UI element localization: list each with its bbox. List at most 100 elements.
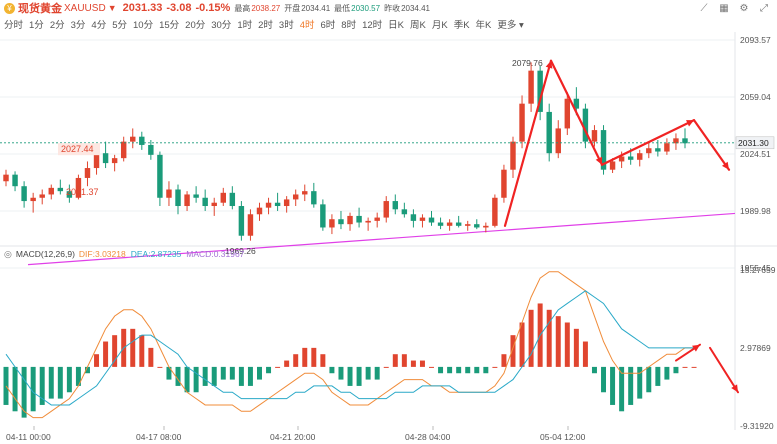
period-tab[interactable]: 更多 ▾ — [497, 20, 524, 31]
macd-axis-tick: 15.27659 — [740, 265, 776, 275]
candle-body — [39, 194, 45, 198]
macd-label: MACD(12,26,9) — [15, 249, 75, 259]
candle-body — [175, 189, 181, 207]
candle-body — [537, 70, 543, 112]
symbol-name[interactable]: 现货黄金 — [18, 3, 62, 15]
macd-histogram-bar — [139, 335, 145, 367]
macd-histogram-bar — [546, 309, 552, 367]
macd-histogram-bar — [266, 366, 272, 374]
dif-value: 3.03218 — [94, 249, 126, 259]
macd-histogram-bar — [456, 366, 462, 374]
candle-body — [193, 194, 199, 198]
candle-body — [546, 111, 552, 154]
candle-body — [48, 187, 54, 195]
symbol-title-row: ¥ 现货黄金 XAUUSD ▼ 2031.33 -3.08 -0.15% 最高 … — [4, 1, 434, 15]
low-value: 2030.57 — [351, 3, 381, 13]
projection-arrow-segment — [600, 119, 696, 166]
candle-body — [474, 224, 480, 228]
macd-histogram-bar — [564, 322, 570, 367]
period-tab[interactable]: 日K — [388, 20, 405, 31]
macd-histogram-bar — [401, 354, 407, 367]
symbol-code[interactable]: XAUUSD — [64, 2, 106, 14]
price-axis-tick: 2024.51 — [740, 149, 771, 159]
x-axis-tick-label: 04-28 04:00 — [405, 432, 451, 442]
grid-icon[interactable]: ▦ — [719, 2, 729, 14]
period-tab[interactable]: 5分 — [112, 20, 127, 31]
candle-body — [573, 98, 580, 109]
period-tabs: 分时 1分 2分 3分 4分 5分 10分 15分 20分 30分 1时 2时 3时 4时 6时 8时 12时日… — [4, 17, 530, 31]
candle-body — [682, 138, 688, 144]
period-tab[interactable]: 8时 — [341, 20, 357, 31]
macd-histogram-bar — [84, 366, 90, 374]
macd-histogram-bar — [166, 366, 172, 380]
period-tab[interactable]: 3时 — [278, 20, 294, 31]
macd-histogram-bar — [528, 309, 534, 367]
low-label: 最低 — [334, 3, 351, 13]
fullscreen-icon[interactable]: ⤢ — [760, 2, 768, 14]
candle-body — [492, 197, 498, 226]
x-axis-tick-label: 04-17 08:00 — [136, 432, 182, 442]
candle-body — [365, 220, 371, 223]
period-tab[interactable]: 30分 — [211, 20, 232, 31]
macd-histogram-bar — [338, 366, 344, 380]
candle-body — [256, 207, 263, 215]
candle-body — [374, 217, 380, 221]
macd-histogram-bar — [320, 354, 326, 367]
prev-close-label: 昨收 — [384, 3, 401, 13]
draw-tool-icon[interactable]: ⟋ — [700, 2, 708, 14]
macd-histogram-bar — [582, 341, 588, 367]
candle-body — [528, 70, 534, 104]
period-tab[interactable]: 15分 — [159, 20, 180, 31]
period-tab[interactable]: 20分 — [185, 20, 206, 31]
period-tab[interactable]: 季K — [453, 20, 470, 31]
price-axis-tick: 2059.04 — [740, 92, 771, 102]
period-tab[interactable]: 1时 — [237, 20, 253, 31]
macd-histogram-bar — [275, 366, 281, 368]
macd-histogram-bar — [193, 366, 199, 393]
macd-histogram-bar — [682, 366, 688, 368]
candle-body — [75, 177, 82, 198]
macd-histogram-bar — [673, 366, 679, 374]
macd-histogram-bar — [429, 366, 434, 368]
macd-histogram-bar — [628, 366, 634, 405]
candle-body — [166, 189, 172, 198]
period-tab[interactable]: 10分 — [133, 20, 154, 31]
candle-body — [627, 156, 634, 160]
candle-body — [111, 158, 118, 164]
period-tab[interactable]: 12时 — [362, 20, 383, 31]
candle-body — [311, 191, 317, 205]
candle-body — [220, 192, 226, 203]
eye-icon[interactable]: ◎ — [4, 248, 12, 259]
macd-histogram-bar — [483, 366, 489, 374]
macd-histogram-bar — [75, 366, 81, 386]
candle-body — [211, 202, 217, 207]
period-tab[interactable]: 月K — [431, 20, 448, 31]
period-tab[interactable]: 4时 — [299, 20, 315, 31]
candle-body — [392, 201, 399, 210]
settings-icon[interactable]: ⚙ — [739, 2, 749, 14]
candle-body — [139, 136, 145, 145]
period-tab[interactable]: 年K — [475, 20, 492, 31]
candle-body — [57, 187, 64, 192]
period-tab[interactable]: 3分 — [70, 20, 86, 31]
period-tab[interactable]: 6时 — [320, 20, 336, 31]
arrow-head — [545, 60, 553, 69]
period-tab[interactable]: 2分 — [49, 20, 65, 31]
dea-line — [5, 290, 695, 406]
period-tab[interactable]: 1分 — [29, 20, 44, 31]
period-tab[interactable]: 分时 — [4, 20, 24, 31]
candle-body — [401, 209, 408, 215]
macd-axis-tick: -9.31920 — [740, 421, 774, 431]
arrow-head — [692, 344, 700, 352]
macd-histogram-bar — [94, 354, 100, 367]
period-tab[interactable]: 周K — [410, 20, 426, 31]
chevron-down-icon[interactable]: ▼ — [107, 3, 117, 13]
last-price: 2031.33 — [122, 2, 163, 14]
period-tab[interactable]: 4分 — [91, 20, 107, 31]
macd-histogram-bar — [302, 347, 308, 367]
projection-arrow-segment — [692, 119, 731, 171]
macd-histogram-bar — [211, 366, 217, 386]
period-tab[interactable]: 2时 — [258, 20, 273, 31]
projection-arrow-segment — [503, 59, 553, 227]
